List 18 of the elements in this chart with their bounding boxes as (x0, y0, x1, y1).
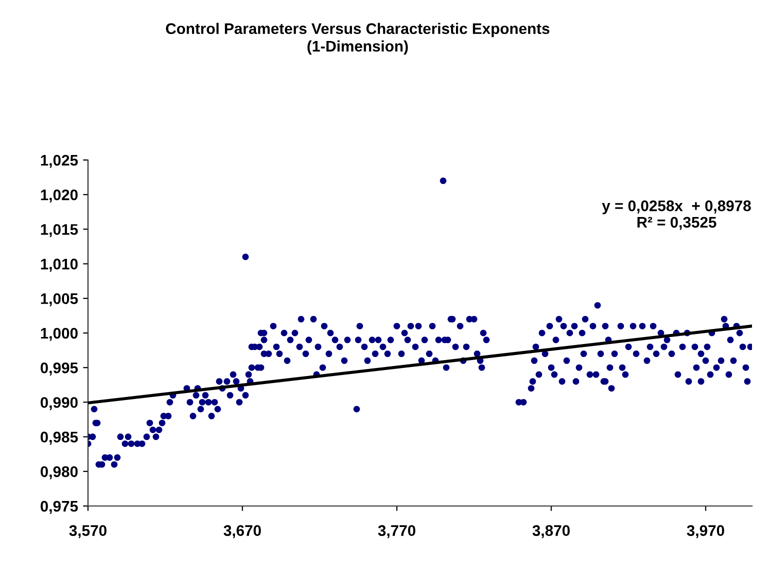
annotation: y = 0,0258x + 0,8978 R² = 0,3525 (602, 200, 751, 230)
y-tick-label: 0,995 (40, 362, 78, 376)
chart-title: Control Parameters Versus Characteristic Exponents (1-Dimension) (166, 22, 550, 55)
y-tick-label: 1,000 (41, 328, 78, 341)
x-tick-label: 3,570 (69, 525, 106, 538)
y-tick-label: 0,985 (40, 432, 78, 445)
x-tick-label: 3,970 (686, 525, 724, 538)
y-tick-label: 0,980 (40, 466, 78, 480)
y-tick-label: 1,015 (41, 224, 78, 238)
y-tick-label: 1,005 (41, 293, 78, 306)
y-tick-label: 1,010 (41, 258, 78, 272)
y-tick-label: 1,025 (41, 154, 78, 168)
y-tick-label: 0,990 (40, 397, 78, 410)
x-tick-label: 3,670 (224, 525, 261, 538)
y-tick-label: 0,975 (40, 500, 78, 514)
x-tick-label: 3,870 (532, 525, 570, 538)
y-tick-label: 1,020 (41, 189, 78, 202)
x-tick-label: 3,770 (378, 525, 416, 538)
